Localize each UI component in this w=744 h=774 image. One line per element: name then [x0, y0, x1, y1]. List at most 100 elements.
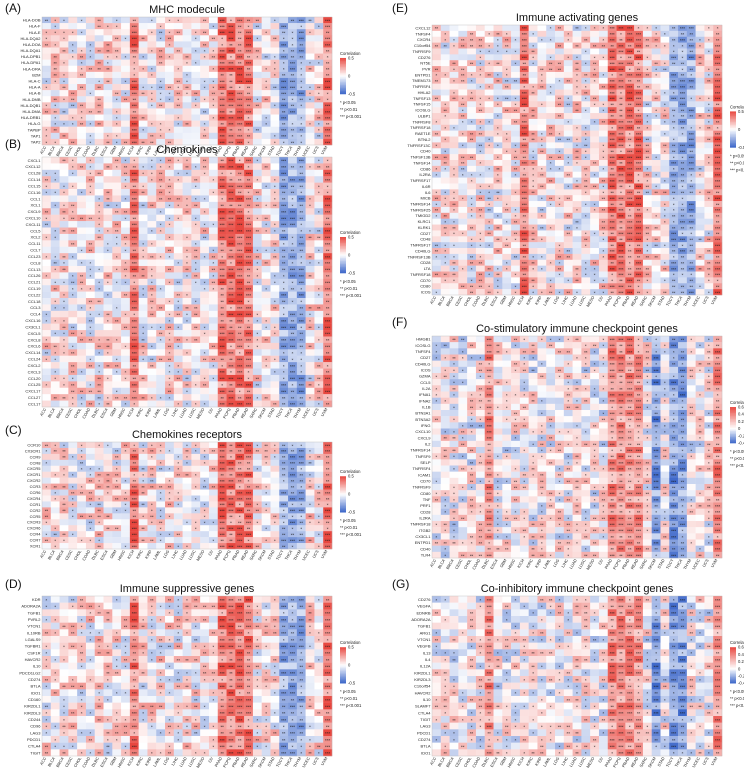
significance-mark: **	[177, 92, 181, 96]
significance-mark: *	[248, 479, 250, 483]
significance-mark: *	[230, 456, 232, 460]
significance-mark: **	[97, 68, 101, 72]
significance-mark: ***	[220, 345, 225, 349]
heatmap-cell	[183, 29, 192, 35]
significance-mark: *	[46, 104, 48, 108]
heatmap-cell	[104, 603, 113, 610]
significance-mark: **	[80, 275, 84, 279]
heatmap-cell	[95, 330, 104, 337]
panel-title: Chemokines	[156, 144, 218, 156]
heatmap-cell	[147, 349, 156, 356]
row-label: XCL2	[30, 235, 41, 240]
significance-mark: *	[116, 98, 118, 102]
heatmap-cell	[209, 394, 218, 401]
significance-mark: *	[98, 223, 100, 227]
significance-mark: **	[291, 19, 295, 23]
heatmap-cell	[156, 472, 165, 478]
heatmap-cell	[77, 221, 86, 228]
heatmap-cell	[139, 29, 148, 35]
heatmap-cell	[314, 41, 323, 47]
significance-mark: *	[195, 185, 197, 189]
heatmap-cell	[77, 266, 86, 273]
heatmap-cell	[121, 356, 130, 363]
heatmap-cell	[262, 343, 271, 350]
row-label: CX3CR1	[25, 448, 42, 453]
heatmap-cell	[262, 60, 271, 66]
significance-mark: **	[133, 19, 137, 23]
significance-mark: ***	[325, 255, 330, 259]
significance-mark: *	[177, 300, 179, 304]
heatmap-cell	[253, 537, 262, 543]
significance-mark: **	[177, 313, 181, 317]
significance-mark: ***	[220, 521, 225, 525]
significance-mark: **	[168, 345, 172, 349]
significance-mark: *	[256, 605, 258, 609]
significance-mark: **	[282, 462, 286, 466]
heatmap-cell	[95, 72, 104, 78]
significance-mark: **	[133, 217, 137, 221]
significance-mark: **	[247, 527, 251, 531]
significance-mark: ***	[132, 456, 137, 460]
significance-mark: ***	[246, 473, 251, 477]
significance-mark: *	[125, 652, 127, 656]
significance-mark: ***	[237, 371, 242, 375]
significance-mark: *	[151, 178, 153, 182]
significance-mark: *	[204, 287, 206, 291]
significance-mark: **	[282, 468, 286, 472]
significance-mark: ***	[281, 25, 286, 29]
significance-mark: *	[327, 527, 329, 531]
significance-mark: ***	[299, 645, 304, 649]
heatmap-cell	[191, 84, 200, 90]
heatmap-cell	[183, 636, 192, 643]
significance-mark: **	[282, 198, 286, 202]
heatmap-cell	[68, 356, 77, 363]
heatmap-cell	[165, 272, 174, 279]
significance-mark: **	[238, 521, 242, 525]
significance-mark: ***	[132, 545, 137, 549]
heatmap-cell	[77, 507, 86, 513]
significance-mark: *	[169, 55, 171, 59]
significance-mark: *	[46, 141, 48, 145]
heatmap-panels: (A) MHC modecule** * * * ** * ** * * * ** *** * *** ** *…	[5, 1, 744, 769]
heatmap-cell	[191, 292, 200, 299]
heatmap-cell	[86, 649, 95, 656]
significance-mark: *	[89, 539, 91, 543]
heatmap-cell	[183, 478, 192, 484]
significance-mark: *	[54, 351, 56, 355]
significance-mark: **	[97, 62, 101, 66]
significance-mark: **	[159, 645, 163, 649]
significance-mark: **	[71, 371, 75, 375]
significance-mark: *	[283, 287, 285, 291]
significance-mark: *	[160, 92, 162, 96]
significance-mark: ***	[220, 230, 225, 234]
significance-mark: **	[115, 638, 119, 642]
significance-mark: **	[89, 364, 93, 368]
significance-mark: *	[160, 129, 162, 133]
significance-mark: ***	[228, 598, 233, 602]
significance-legend: *** p<0.001	[340, 114, 362, 119]
significance-mark: *	[89, 92, 91, 96]
significance-mark: **	[133, 652, 137, 656]
heatmap-cell	[200, 596, 209, 603]
significance-mark: *	[283, 68, 285, 72]
significance-mark: **	[220, 191, 224, 195]
heatmap-cell	[77, 157, 86, 164]
heatmap-cell	[191, 543, 200, 549]
significance-mark: *	[274, 444, 276, 448]
heatmap-cell	[270, 496, 279, 502]
significance-mark: **	[308, 19, 312, 23]
significance-mark: **	[150, 485, 154, 489]
heatmap-cell	[262, 139, 271, 145]
significance-mark: *	[63, 377, 65, 381]
heatmap-cell	[86, 349, 95, 356]
heatmap-cell	[314, 215, 323, 222]
heatmap-cell	[112, 66, 121, 72]
color-legend: Correlation0.50-0.5* p<0.05** p<0.01*** …	[340, 469, 362, 537]
significance-mark: **	[97, 503, 101, 507]
heatmap-cell	[306, 208, 315, 215]
significance-mark: **	[264, 262, 268, 266]
heatmap-cell	[165, 170, 174, 177]
heatmap-cell	[77, 240, 86, 247]
row-label: TAP2	[31, 139, 41, 144]
significance-mark: **	[273, 86, 277, 90]
